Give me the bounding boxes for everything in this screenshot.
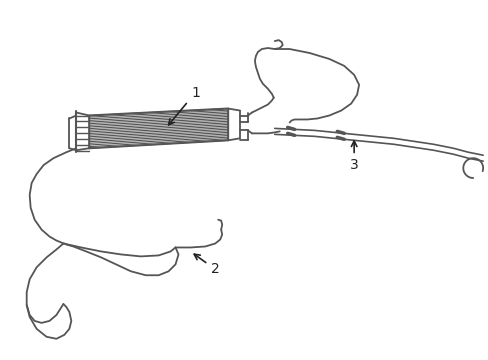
Text: 1: 1 (168, 86, 200, 125)
Text: 2: 2 (194, 254, 219, 276)
Text: 3: 3 (349, 141, 358, 172)
